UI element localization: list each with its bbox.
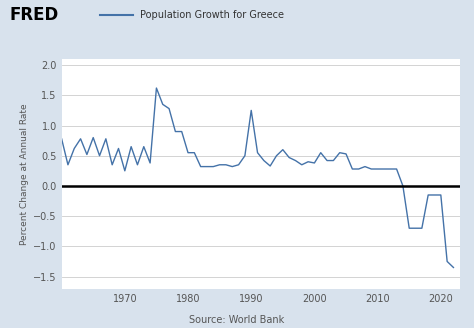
Text: Population Growth for Greece: Population Growth for Greece — [140, 10, 284, 20]
Text: FRED: FRED — [9, 6, 59, 24]
Text: Source: World Bank: Source: World Bank — [190, 315, 284, 325]
Y-axis label: Percent Change at Annual Rate: Percent Change at Annual Rate — [20, 103, 29, 245]
